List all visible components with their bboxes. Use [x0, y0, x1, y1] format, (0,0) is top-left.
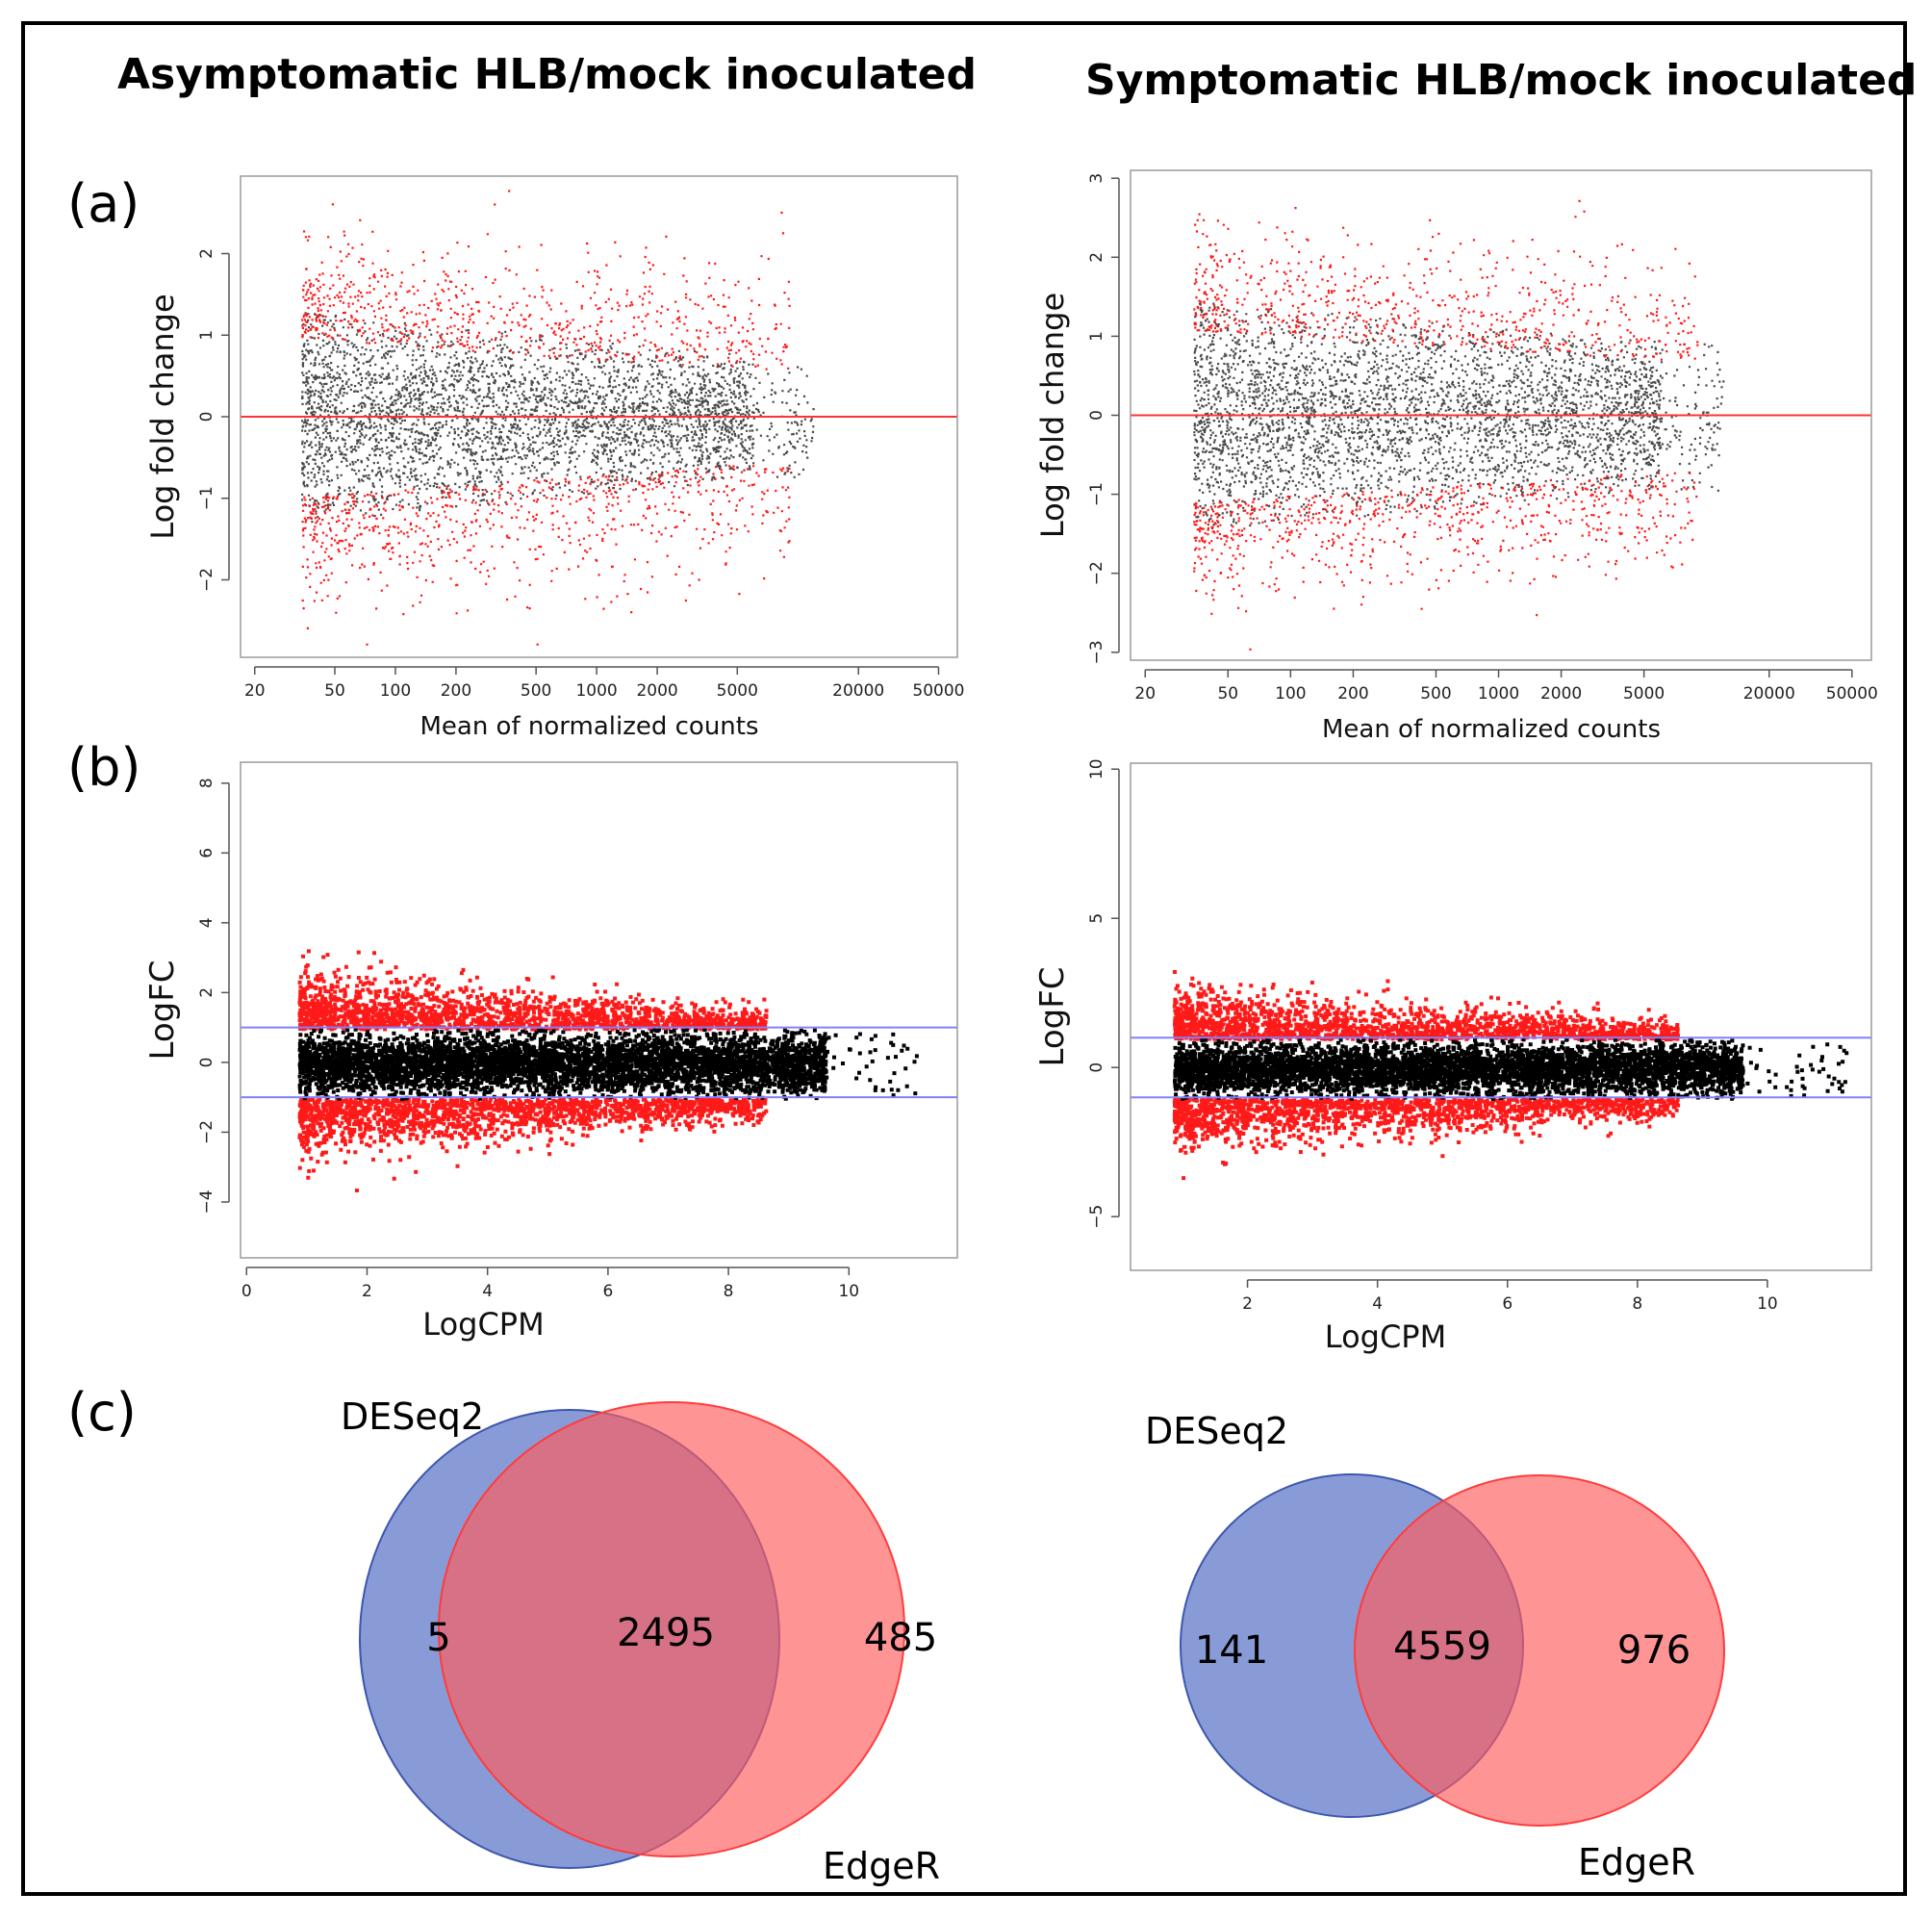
y-tick-label: −4: [197, 1190, 216, 1214]
x-tick-label: 500: [521, 681, 551, 701]
y-tick-label: 10: [1087, 758, 1106, 780]
x-axis-label: LogCPM: [1325, 1318, 1446, 1355]
x-tick-label: 50000: [1826, 684, 1878, 704]
venn-deseq2-label: DESeq2: [341, 1395, 484, 1438]
panel-label-a: (a): [67, 173, 140, 234]
venn-overlap-count: 4559: [1393, 1625, 1491, 1669]
venn-only-edger-count: 485: [864, 1616, 937, 1660]
x-tick-label: 20: [244, 681, 266, 701]
x-tick-label: 2000: [1540, 684, 1582, 704]
y-tick-label: 0: [197, 1057, 216, 1067]
y-axis-label: LogFC: [143, 960, 182, 1060]
y-tick-label: 1: [1087, 331, 1106, 342]
x-tick-label: 50: [324, 681, 345, 701]
x-tick-label: 8: [724, 1282, 734, 1301]
venn-edger-label: EdgeR: [823, 1845, 940, 1887]
nonsignificant-genes: [1173, 1037, 1849, 1101]
x-tick-label: 100: [380, 681, 411, 701]
y-tick-label: 5: [1087, 913, 1106, 924]
x-tick-label: 2: [362, 1282, 372, 1301]
x-tick-label: 4: [482, 1282, 493, 1301]
x-tick-label: 20000: [832, 681, 884, 701]
x-tick-label: 6: [602, 1282, 613, 1301]
significant-genes: [301, 190, 791, 646]
x-tick-label: 6: [1502, 1294, 1513, 1314]
x-tick-label: 4: [1372, 1294, 1383, 1314]
y-tick-label: 1: [197, 330, 216, 341]
y-tick-label: 2: [1087, 252, 1106, 263]
nonsignificant-genes: [297, 1027, 919, 1102]
x-tick-label: 100: [1275, 684, 1306, 704]
y-tick-label: 0: [1087, 1062, 1106, 1073]
y-tick-label: 4: [197, 917, 216, 928]
y-tick-label: −3: [1087, 640, 1106, 664]
x-tick-label: 5000: [717, 681, 758, 701]
y-tick-label: 8: [197, 778, 216, 788]
venn-edger-circle: [1354, 1474, 1725, 1827]
x-axis-label: Mean of normalized counts: [419, 712, 758, 741]
ma-plot-edger-asymptomatic: 0 2 4 6 8 10 −4 −2 0 2 4 6 8 LogCPM LogFC: [143, 761, 958, 1343]
y-tick-label: 6: [197, 848, 216, 858]
x-axis-label: LogCPM: [422, 1306, 544, 1343]
plot-frame: [240, 761, 958, 1259]
ma-plot-edger-symptomatic: 2 4 6 8 10 −5 0 5 10 LogCPM LogFC: [1033, 758, 1872, 1355]
venn-diagram-symptomatic: DESeq2 EdgeR 141 4559 976: [1145, 1410, 1725, 1883]
data-points: [1172, 970, 1849, 1181]
y-tick-label: 2: [197, 248, 216, 259]
x-tick-label: 2: [1242, 1294, 1253, 1314]
plot-frame: [240, 175, 958, 658]
y-tick-label: −1: [1087, 482, 1106, 506]
x-tick-label: 20: [1134, 684, 1156, 704]
venn-diagram-asymptomatic: DESeq2 EdgeR 5 2495 485: [341, 1395, 940, 1887]
data-points: [301, 190, 815, 646]
y-tick-label: −2: [1087, 561, 1106, 585]
x-tick-label: 5000: [1623, 684, 1665, 704]
ma-plot-deseq2-asymptomatic: 20 50 100 200 500 1000 2000 5000 20000 50000 −2 −1 0…: [144, 175, 965, 741]
y-tick-label: −2: [197, 568, 216, 592]
y-axis-label: LogFC: [1033, 966, 1072, 1066]
data-points: [297, 949, 919, 1192]
x-tick-label: 50: [1217, 684, 1238, 704]
x-tick-label: 8: [1632, 1294, 1642, 1314]
x-tick-label: 50000: [912, 681, 964, 701]
y-tick-label: −5: [1087, 1205, 1106, 1229]
y-tick-label: 0: [1087, 410, 1106, 421]
y-tick-label: 2: [197, 987, 216, 998]
y-axis-label: Log fold change: [144, 294, 181, 539]
x-tick-label: 20000: [1743, 684, 1795, 704]
venn-edger-circle: [438, 1401, 905, 1857]
venn-edger-label: EdgeR: [1578, 1841, 1695, 1883]
y-tick-label: 3: [1087, 173, 1106, 184]
x-tick-label: 2000: [636, 681, 677, 701]
significant-genes: [1172, 970, 1681, 1181]
x-tick-label: 200: [1337, 684, 1368, 704]
y-axis-label: Log fold change: [1034, 293, 1071, 538]
x-tick-label: 1000: [1478, 684, 1519, 704]
x-tick-label: 200: [441, 681, 471, 701]
x-axis-label: Mean of normalized counts: [1322, 715, 1661, 744]
x-tick-label: 10: [1757, 1294, 1778, 1314]
venn-deseq2-label: DESeq2: [1145, 1410, 1288, 1452]
nonsignificant-genes: [1193, 302, 1725, 529]
y-tick-label: −2: [197, 1120, 216, 1144]
significant-genes: [297, 949, 769, 1192]
venn-only-deseq2-count: 141: [1195, 1628, 1268, 1673]
x-tick-label: 1000: [575, 681, 617, 701]
venn-overlap-count: 2495: [617, 1611, 715, 1655]
plot-frame: [1130, 762, 1872, 1271]
x-tick-label: 0: [242, 1282, 252, 1301]
venn-only-deseq2-count: 5: [426, 1616, 450, 1660]
left-column-title: Asymptomatic HLB/mock inoculated: [117, 50, 977, 99]
panel-label-c: (c): [67, 1382, 137, 1443]
x-tick-label: 500: [1420, 684, 1451, 704]
panel-label-b: (b): [67, 737, 141, 798]
venn-only-edger-count: 976: [1617, 1628, 1690, 1673]
ma-plot-deseq2-symptomatic: 20 50 100 200 500 1000 2000 5000 20000 50000−3−2−…: [1034, 169, 1878, 744]
y-tick-label: 0: [197, 412, 216, 422]
right-column-title: Symptomatic HLB/mock inoculated: [1085, 56, 1918, 105]
x-tick-label: 10: [838, 1282, 859, 1301]
plot-frame: [1130, 169, 1872, 661]
y-tick-label: −1: [197, 486, 216, 510]
data-points: [1193, 199, 1725, 651]
